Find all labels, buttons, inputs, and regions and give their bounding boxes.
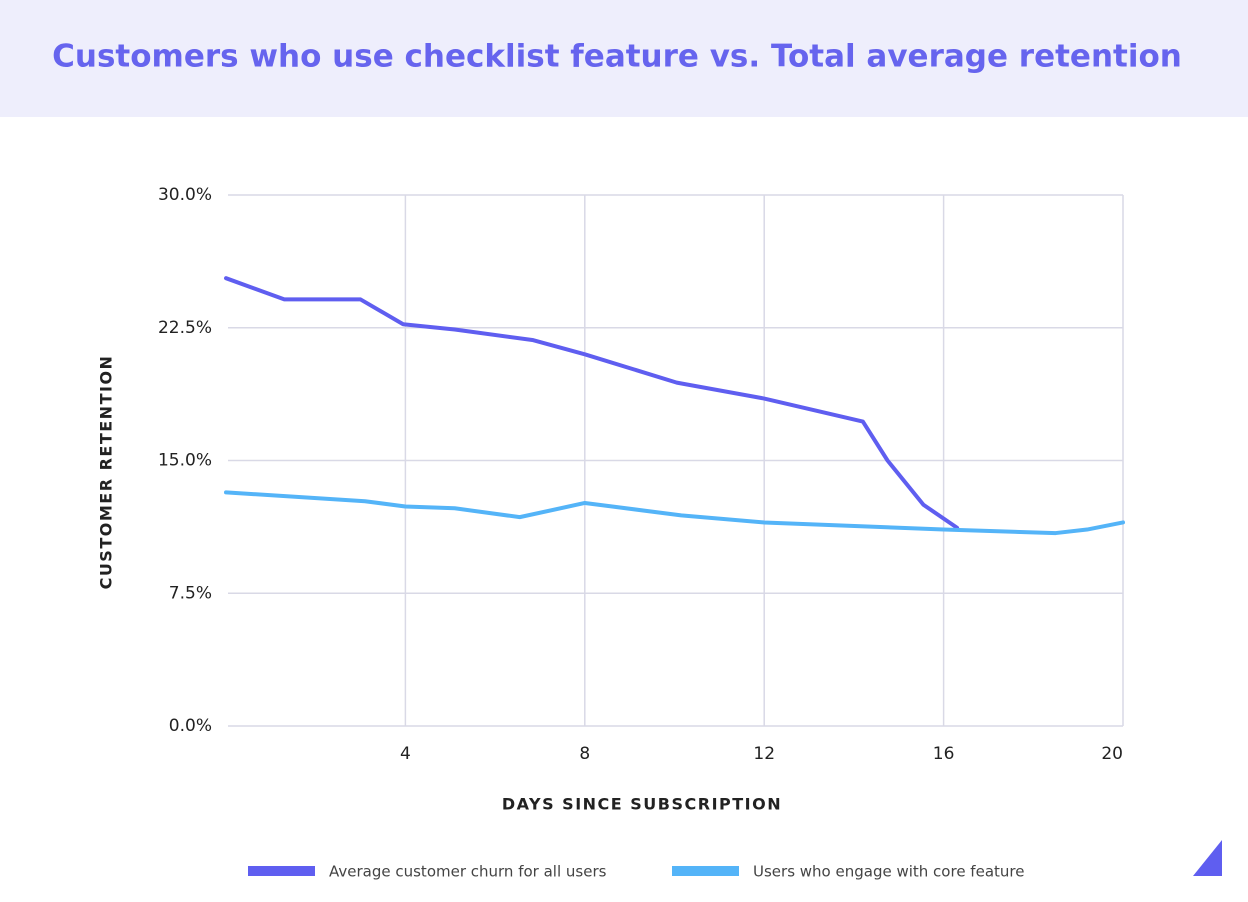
x-tick-label: 12: [753, 744, 775, 764]
legend-label: Average customer churn for all users: [329, 863, 607, 881]
y-tick-label: 15.0%: [158, 451, 212, 471]
x-tick-label: 20: [1101, 744, 1123, 764]
line-series: [224, 490, 1125, 536]
legend-swatch: [248, 866, 315, 876]
line-series: [224, 276, 960, 530]
title-band: [0, 0, 1248, 117]
x-tick-label: 8: [579, 744, 590, 764]
legend-swatch: [672, 866, 739, 876]
chart-title: Customers who use checklist feature vs. …: [52, 39, 1182, 75]
x-tick-label: 4: [400, 744, 411, 764]
y-tick-label: 7.5%: [169, 583, 212, 603]
y-axis-label: CUSTOMER RETENTION: [97, 355, 116, 590]
y-tick-label: 30.0%: [158, 185, 212, 205]
legend-label: Users who engage with core feature: [753, 863, 1024, 881]
y-tick-label: 22.5%: [158, 318, 212, 338]
x-tick-label: 16: [933, 744, 955, 764]
y-tick-label: 0.0%: [169, 716, 212, 736]
logo: [1193, 840, 1222, 876]
x-axis-label: DAYS SINCE SUBSCRIPTION: [502, 795, 782, 814]
